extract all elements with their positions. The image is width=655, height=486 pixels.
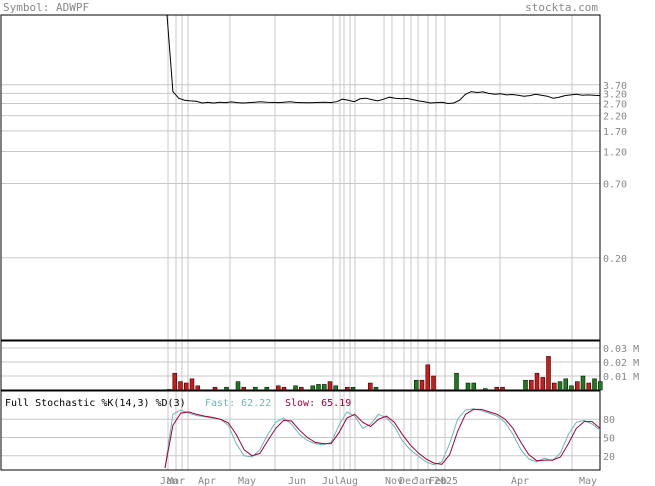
volume-bar [316,384,321,391]
volume-bar [373,386,379,391]
volume-bar [546,356,551,391]
site-label: stockta.com [525,1,598,14]
x-tick-label: Apr [198,476,216,486]
x-tick-label: May [579,476,597,486]
x-tick-label: 2025 [434,476,458,486]
symbol-label: Symbol: ADWPF [3,1,89,14]
stochastic-y-tick: 50 [603,434,615,445]
volume-bar [454,372,459,391]
volume-bar [552,382,557,391]
volume-bar [431,375,436,391]
stochastic-panel-frame [0,390,601,471]
x-tick-label: Jul [322,476,340,486]
price-panel-frame [0,14,601,341]
price-line [166,14,601,105]
volume-bar [569,385,574,391]
volume-bar [235,381,241,391]
x-tick-label: Mar [167,476,185,486]
volume-bar [189,378,195,391]
volume-bar [276,385,281,391]
stochastic-title: Full Stochastic %K(14,3) %D(3) [5,398,186,409]
volume-layer [166,356,603,391]
volume-bar [212,386,218,391]
volume-bar [241,386,247,391]
stochastic-fast-label: Fast: 62.22 [205,398,271,409]
volume-bar [592,378,597,391]
volume-bar [184,382,189,391]
volume-bar [350,386,356,391]
volume-bar [419,379,425,391]
price-y-tick: 2.70 [603,99,627,110]
volume-bar [333,385,339,391]
stochastic-line-fast [164,408,601,469]
volume-bar [575,381,580,391]
price-y-tick: 2.20 [603,112,627,123]
volume-bar [598,381,603,391]
volume-bar [253,386,258,391]
x-tick-label: Jan [413,476,431,486]
stochastic-line-slow [164,408,601,469]
volume-bar [166,389,172,391]
volume-bar [471,382,477,391]
price-y-tick: 1.70 [603,127,627,138]
volume-bar [563,378,569,391]
volume-bar [293,385,298,391]
volume-bar [580,375,586,391]
volume-bar [322,384,327,391]
volume-bar [534,372,540,391]
volume-bar [368,382,373,391]
price-y-tick: 3.70 [603,81,627,92]
volume-bar [529,379,534,391]
price-y-tick: 0.20 [603,254,627,265]
x-tick-label: Jan [160,476,178,486]
stochastic-y-tick: 20 [603,452,615,463]
volume-y-tick: 0.02 M [603,358,639,369]
x-tick-label: Aug [340,476,358,486]
stochastic-y-tick: 80 [603,415,615,426]
x-tick-label: Feb [429,476,447,486]
volume-bar [195,385,201,391]
volume-bar [345,386,350,391]
volume-bar [425,364,431,391]
volume-bar [264,386,270,391]
price-y-tick: 1.20 [603,148,627,159]
stochastic-slow-label: Slow: 65.19 [285,398,351,409]
volume-bar [483,388,488,391]
volume-y-tick: 0.03 M [603,344,639,355]
volume-bar [494,386,500,391]
volume-bar [310,385,316,391]
volume-bar [540,377,546,391]
price-layer [166,14,601,105]
axis-labels: 3.703.202.70 2.20 1.70 1.20 0.70 0.20 0.03 M 0.… [160,81,639,486]
volume-bar [327,381,333,391]
volume-bar [414,379,419,391]
volume-bar [586,382,592,391]
volume-y-tick: 0.01 M [603,372,639,383]
x-tick-label: Jun [288,476,306,486]
volume-bar [523,379,528,391]
volume-bar [224,386,229,391]
x-tick-label: Apr [511,476,529,486]
volume-bar [465,382,471,391]
volume-bar [172,372,178,391]
x-tick-label: Dec [399,476,417,486]
stochastic-layer [164,408,601,469]
volume-bar [299,386,304,391]
volume-bar [281,386,287,391]
x-tick-label: Nov [385,476,403,486]
price-y-tick: 3.20 [603,89,627,100]
volume-bar [557,381,563,391]
volume-bar [500,386,505,391]
x-tick-label: May [238,476,256,486]
price-y-tick: 0.70 [603,180,627,191]
volume-bar [178,381,183,391]
